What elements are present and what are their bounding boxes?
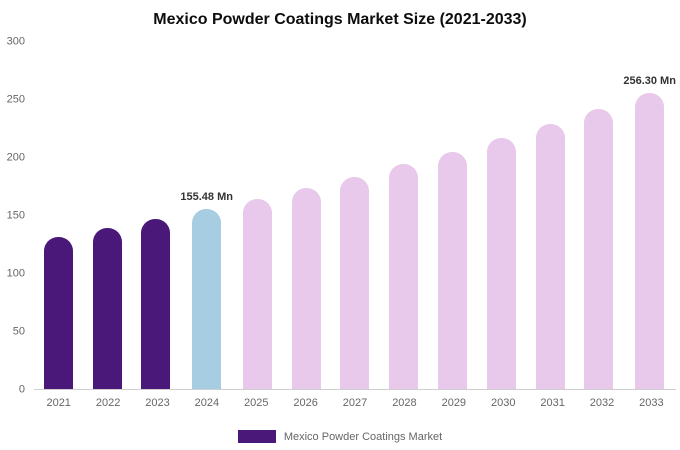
x-axis: 2021 2022 2023 2024 2025 2026 2027 2028 2029 2030…	[34, 397, 676, 409]
x-tick-label-2022: 2022	[95, 397, 121, 409]
bar-value-label-2024: 155.48 Mn	[180, 191, 233, 204]
x-tick-label-2031: 2031	[540, 397, 565, 409]
bar-2022	[92, 228, 122, 389]
x-tick-label-2021: 2021	[46, 397, 71, 409]
bar-slot-2029	[428, 42, 477, 389]
bar-2031	[535, 123, 565, 389]
x-tick-label-2032: 2032	[589, 397, 615, 409]
y-tick-label-0: 0	[18, 383, 25, 396]
bar-slot-2023	[132, 42, 181, 389]
y-tick-label-50: 50	[12, 325, 25, 338]
legend: Mexico Powder Coatings Market	[0, 430, 680, 443]
bar-2021	[43, 236, 73, 389]
bar-slot-2027	[331, 42, 380, 389]
x-tick-label-2027: 2027	[342, 397, 368, 409]
bar-2024	[192, 209, 222, 389]
y-tick-label-300: 300	[6, 35, 25, 48]
bar-slot-2024: 155.48 Mn	[180, 42, 233, 389]
bar-2026	[291, 187, 321, 389]
bar-slot-2028	[379, 42, 428, 389]
bar-2030	[486, 138, 516, 389]
bar-2032	[584, 108, 614, 389]
bar-slot-2032	[575, 42, 624, 389]
bar-slot-2022	[83, 42, 132, 389]
bar-slot-2021	[34, 42, 83, 389]
y-axis: 0 50 100 150 200 250 300	[0, 36, 28, 395]
x-tick-label-2030: 2030	[490, 397, 516, 409]
x-tick-label-2029: 2029	[441, 397, 467, 409]
y-tick-label-100: 100	[6, 267, 25, 280]
bar-2033	[635, 92, 665, 389]
bar-2028	[389, 164, 419, 389]
y-tick-label-250: 250	[6, 93, 25, 106]
chart-title: Mexico Powder Coatings Market Size (2021…	[153, 11, 527, 28]
y-tick-label-150: 150	[6, 209, 25, 222]
x-tick-label-2028: 2028	[392, 397, 417, 409]
y-tick-label-200: 200	[6, 151, 25, 164]
bar-2027	[340, 176, 370, 389]
legend-swatch	[237, 430, 276, 443]
x-tick-label-2023: 2023	[145, 397, 170, 409]
x-tick-label-2025: 2025	[244, 397, 269, 409]
bar-2025	[242, 198, 272, 389]
bar-slot-2026	[282, 42, 331, 389]
bar-2029	[438, 151, 468, 389]
plot-area: 155.48 Mn 256.30 Mn	[34, 42, 676, 390]
x-tick-label-2026: 2026	[293, 397, 318, 409]
bar-slot-2031	[526, 42, 575, 389]
bar-slot-2030	[477, 42, 526, 389]
x-tick-label-2033: 2033	[639, 397, 664, 409]
bar-2023	[141, 218, 171, 389]
bar-slot-2025	[233, 42, 282, 389]
bar-value-label-2033: 256.30 Mn	[623, 74, 676, 87]
x-tick-label-2024: 2024	[194, 397, 220, 409]
bar-slot-2033: 256.30 Mn	[623, 42, 676, 389]
legend-label: Mexico Powder Coatings Market	[283, 430, 443, 443]
